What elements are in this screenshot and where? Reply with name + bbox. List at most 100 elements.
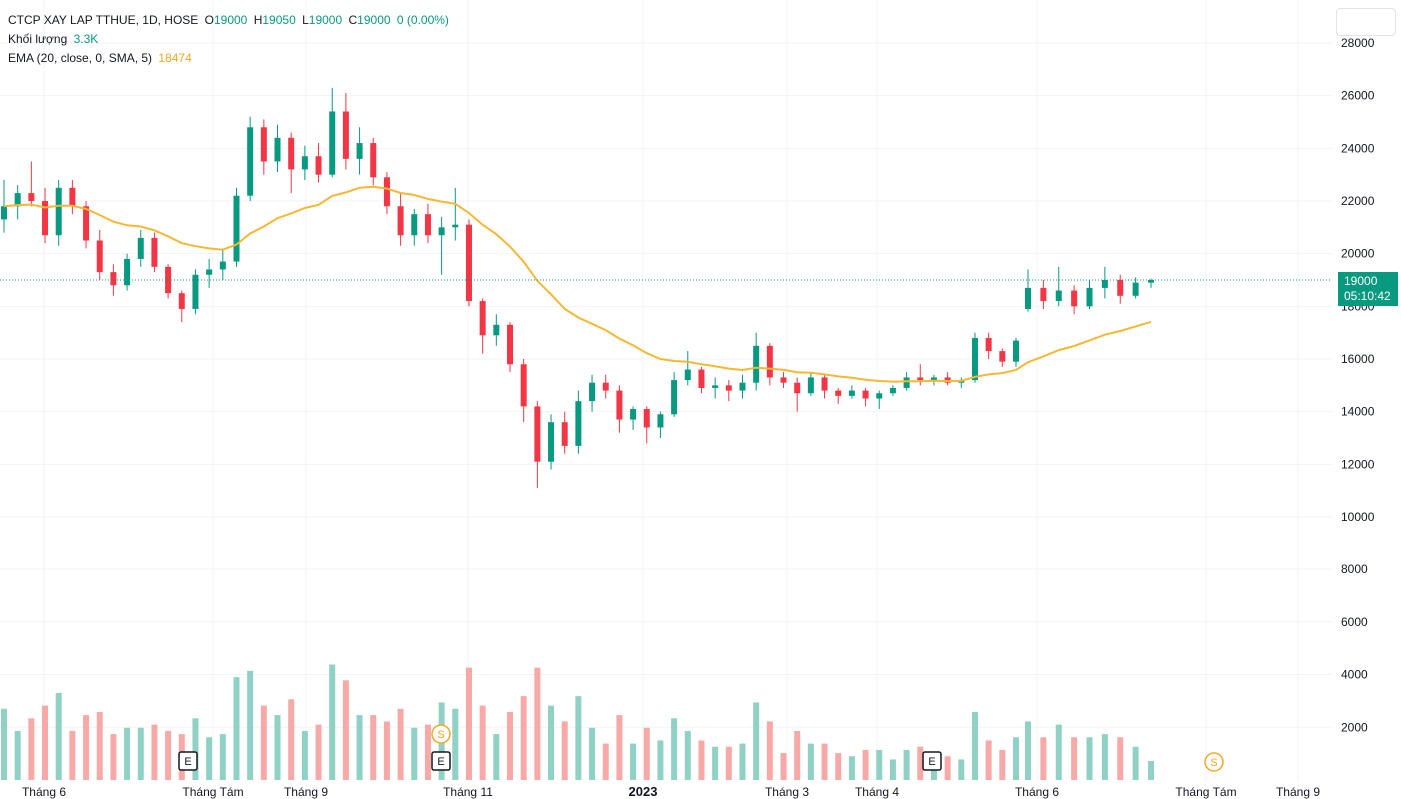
volume-bar bbox=[753, 702, 760, 780]
earnings-marker[interactable]: E bbox=[178, 751, 198, 771]
candle-body bbox=[589, 382, 596, 402]
volume-bar bbox=[14, 730, 21, 780]
candle-body bbox=[438, 227, 445, 236]
earnings-marker[interactable]: E bbox=[922, 751, 942, 771]
price-tick-label: 14000 bbox=[1341, 405, 1375, 419]
volume-tick-label: 4000 bbox=[1341, 668, 1368, 682]
candle-body bbox=[1055, 290, 1062, 302]
volume-bar bbox=[124, 727, 131, 780]
candle-body bbox=[561, 422, 568, 446]
candle-body bbox=[192, 274, 199, 309]
low-label: L bbox=[302, 13, 309, 27]
price-tick-label: 12000 bbox=[1341, 457, 1375, 471]
chart-legend: CTCP XAY LAP TTHUE, 1D, HOSE O19000 H190… bbox=[8, 11, 452, 68]
split-marker[interactable]: S bbox=[431, 724, 451, 744]
legend-ema-row[interactable]: EMA (20, close, 0, SMA, 5) 18474 bbox=[8, 49, 452, 68]
time-axis[interactable]: Tháng 6 Tháng Tám Tháng 9 Tháng 11 2023 Tháng… bbox=[22, 784, 1320, 799]
legend-ohlc-row: CTCP XAY LAP TTHUE, 1D, HOSE O19000 H190… bbox=[8, 11, 452, 30]
volume-bar bbox=[465, 667, 472, 780]
volume-bar bbox=[698, 740, 705, 780]
candle-body bbox=[630, 409, 637, 420]
volume-bar bbox=[835, 753, 842, 780]
candles bbox=[1, 87, 1154, 489]
time-tick-label: Tháng 11 bbox=[443, 785, 493, 799]
symbol-title[interactable]: CTCP XAY LAP TTHUE, 1D, HOSE bbox=[8, 13, 199, 27]
volume-bar bbox=[848, 756, 855, 780]
price-tick-label: 26000 bbox=[1341, 89, 1375, 103]
volume-bar bbox=[794, 730, 801, 780]
volume-bar bbox=[876, 749, 883, 780]
volume-bar bbox=[616, 715, 623, 780]
volume-bar bbox=[329, 664, 336, 780]
candle-body bbox=[69, 187, 76, 207]
volume-bar bbox=[55, 692, 62, 780]
volume-bar bbox=[684, 730, 691, 780]
candle-body bbox=[1013, 340, 1019, 362]
candle-body bbox=[42, 201, 49, 236]
time-tick-label: Tháng 6 bbox=[22, 785, 66, 799]
volume-bar bbox=[165, 730, 172, 780]
volume-bar bbox=[862, 749, 869, 780]
candle-body bbox=[151, 237, 158, 267]
close-value: 19000 bbox=[357, 13, 391, 27]
candle-body bbox=[876, 393, 883, 399]
candle-body bbox=[1101, 280, 1108, 288]
candle-body bbox=[1040, 287, 1047, 302]
candle-body bbox=[424, 214, 431, 236]
volume-bar bbox=[561, 721, 568, 780]
volume-bar bbox=[780, 753, 787, 780]
volume-bar bbox=[725, 746, 732, 780]
candle-body bbox=[383, 177, 390, 207]
scale-settings-button[interactable] bbox=[1336, 8, 1396, 36]
candle-body bbox=[206, 269, 213, 275]
candle-body bbox=[301, 156, 308, 170]
candle-body bbox=[55, 187, 62, 236]
candle-body bbox=[862, 390, 869, 399]
candle-body bbox=[643, 409, 650, 428]
event-markers: E E E S S bbox=[178, 724, 1224, 772]
candle-body bbox=[452, 224, 459, 228]
change-value: 0 (0.00%) bbox=[396, 13, 449, 27]
earnings-marker[interactable]: E bbox=[431, 751, 451, 771]
volume-tick-label: 2000 bbox=[1341, 720, 1368, 734]
last-price-tag: 19000 05:10:42 bbox=[1338, 272, 1398, 306]
volume-bar bbox=[1132, 746, 1139, 780]
legend-volume-row[interactable]: Khối lượng 3.3K bbox=[8, 30, 452, 49]
candle-body bbox=[999, 351, 1006, 362]
volume-bar bbox=[137, 727, 144, 780]
volume-bar bbox=[356, 715, 363, 780]
volume-label: Khối lượng bbox=[8, 32, 68, 46]
price-axis[interactable]: 2800026000240002200020000180001600014000… bbox=[1341, 36, 1375, 734]
volume-bar bbox=[301, 730, 308, 780]
candle-body bbox=[356, 143, 363, 159]
volume-bar bbox=[1148, 761, 1154, 780]
candle-body bbox=[1071, 290, 1078, 307]
svg-text:S: S bbox=[1210, 757, 1217, 769]
volume-bar bbox=[1071, 737, 1078, 780]
volume-bar bbox=[69, 730, 76, 780]
candle-body bbox=[83, 206, 90, 241]
volume-tick-label: 6000 bbox=[1341, 615, 1368, 629]
time-tick-label: Tháng 9 bbox=[1276, 785, 1320, 799]
candle-body bbox=[96, 240, 103, 273]
volume-bar bbox=[1117, 737, 1124, 780]
svg-text:E: E bbox=[184, 756, 191, 768]
candle-body bbox=[848, 390, 855, 396]
time-tick-label: 2023 bbox=[629, 784, 658, 799]
volume-bar bbox=[28, 718, 35, 780]
candle-body bbox=[794, 382, 801, 394]
volume-bar bbox=[383, 721, 390, 780]
volume-bar bbox=[602, 743, 609, 780]
candle-body bbox=[288, 137, 295, 170]
price-tick-label: 28000 bbox=[1341, 36, 1375, 50]
candle-body bbox=[493, 324, 500, 336]
volume-bar bbox=[247, 670, 254, 780]
split-marker[interactable]: S bbox=[1204, 752, 1224, 772]
volume-bar bbox=[151, 724, 158, 780]
volume-bar bbox=[589, 727, 596, 780]
candle-body bbox=[930, 377, 937, 381]
volume-bar bbox=[493, 734, 500, 780]
volume-bar bbox=[507, 711, 513, 780]
volume-bar bbox=[96, 711, 103, 780]
